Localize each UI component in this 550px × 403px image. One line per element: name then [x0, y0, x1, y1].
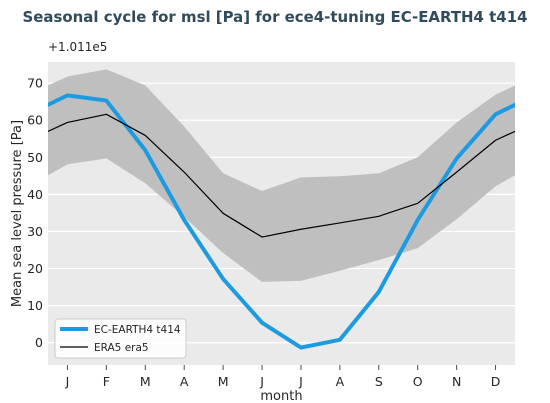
y-axis-label: Mean sea level pressure [Pa]: [10, 120, 25, 307]
shaded-range: [48, 69, 515, 282]
x-tick-label: D: [491, 374, 501, 389]
chart-title: Seasonal cycle for msl [Pa] for ece4-tun…: [23, 8, 528, 26]
x-tick-label: A: [180, 374, 189, 389]
plot-layer: [48, 69, 515, 350]
legend-label-ec-earth4-t414: EC-EARTH4 t414: [94, 324, 181, 336]
y-tick-label: 20: [27, 261, 43, 276]
x-tick-label: F: [103, 374, 110, 389]
y-tick-label: 70: [27, 76, 43, 91]
x-tick-label: M: [140, 374, 151, 389]
x-tick-label: J: [259, 374, 264, 389]
x-tick-label: A: [336, 374, 345, 389]
y-tick-label: 40: [27, 187, 43, 202]
y-tick-label: 10: [27, 298, 43, 313]
y-offset-text: +1.011e5: [48, 40, 107, 54]
legend-label-era5: ERA5 era5: [94, 342, 149, 354]
x-tick-label: N: [452, 374, 461, 389]
x-tick-label: O: [413, 374, 423, 389]
y-axis-ticks: 0 10 20 30 40 50 60 70: [27, 76, 43, 351]
y-tick-label: 0: [35, 335, 43, 350]
x-tick-label: J: [298, 374, 303, 389]
series-line-ec-earth4-t414: [48, 93, 515, 350]
series-line-era5: [48, 113, 515, 238]
x-tick-label: J: [65, 374, 70, 389]
x-tick-label: S: [375, 374, 383, 389]
x-axis-label: month: [260, 389, 302, 403]
x-tick-label: M: [218, 374, 229, 389]
y-tick-label: 50: [27, 150, 43, 165]
legend: EC-EARTH4 t414 ERA5 era5: [54, 318, 187, 359]
y-tick-label: 60: [27, 113, 43, 128]
y-tick-label: 30: [27, 224, 43, 239]
